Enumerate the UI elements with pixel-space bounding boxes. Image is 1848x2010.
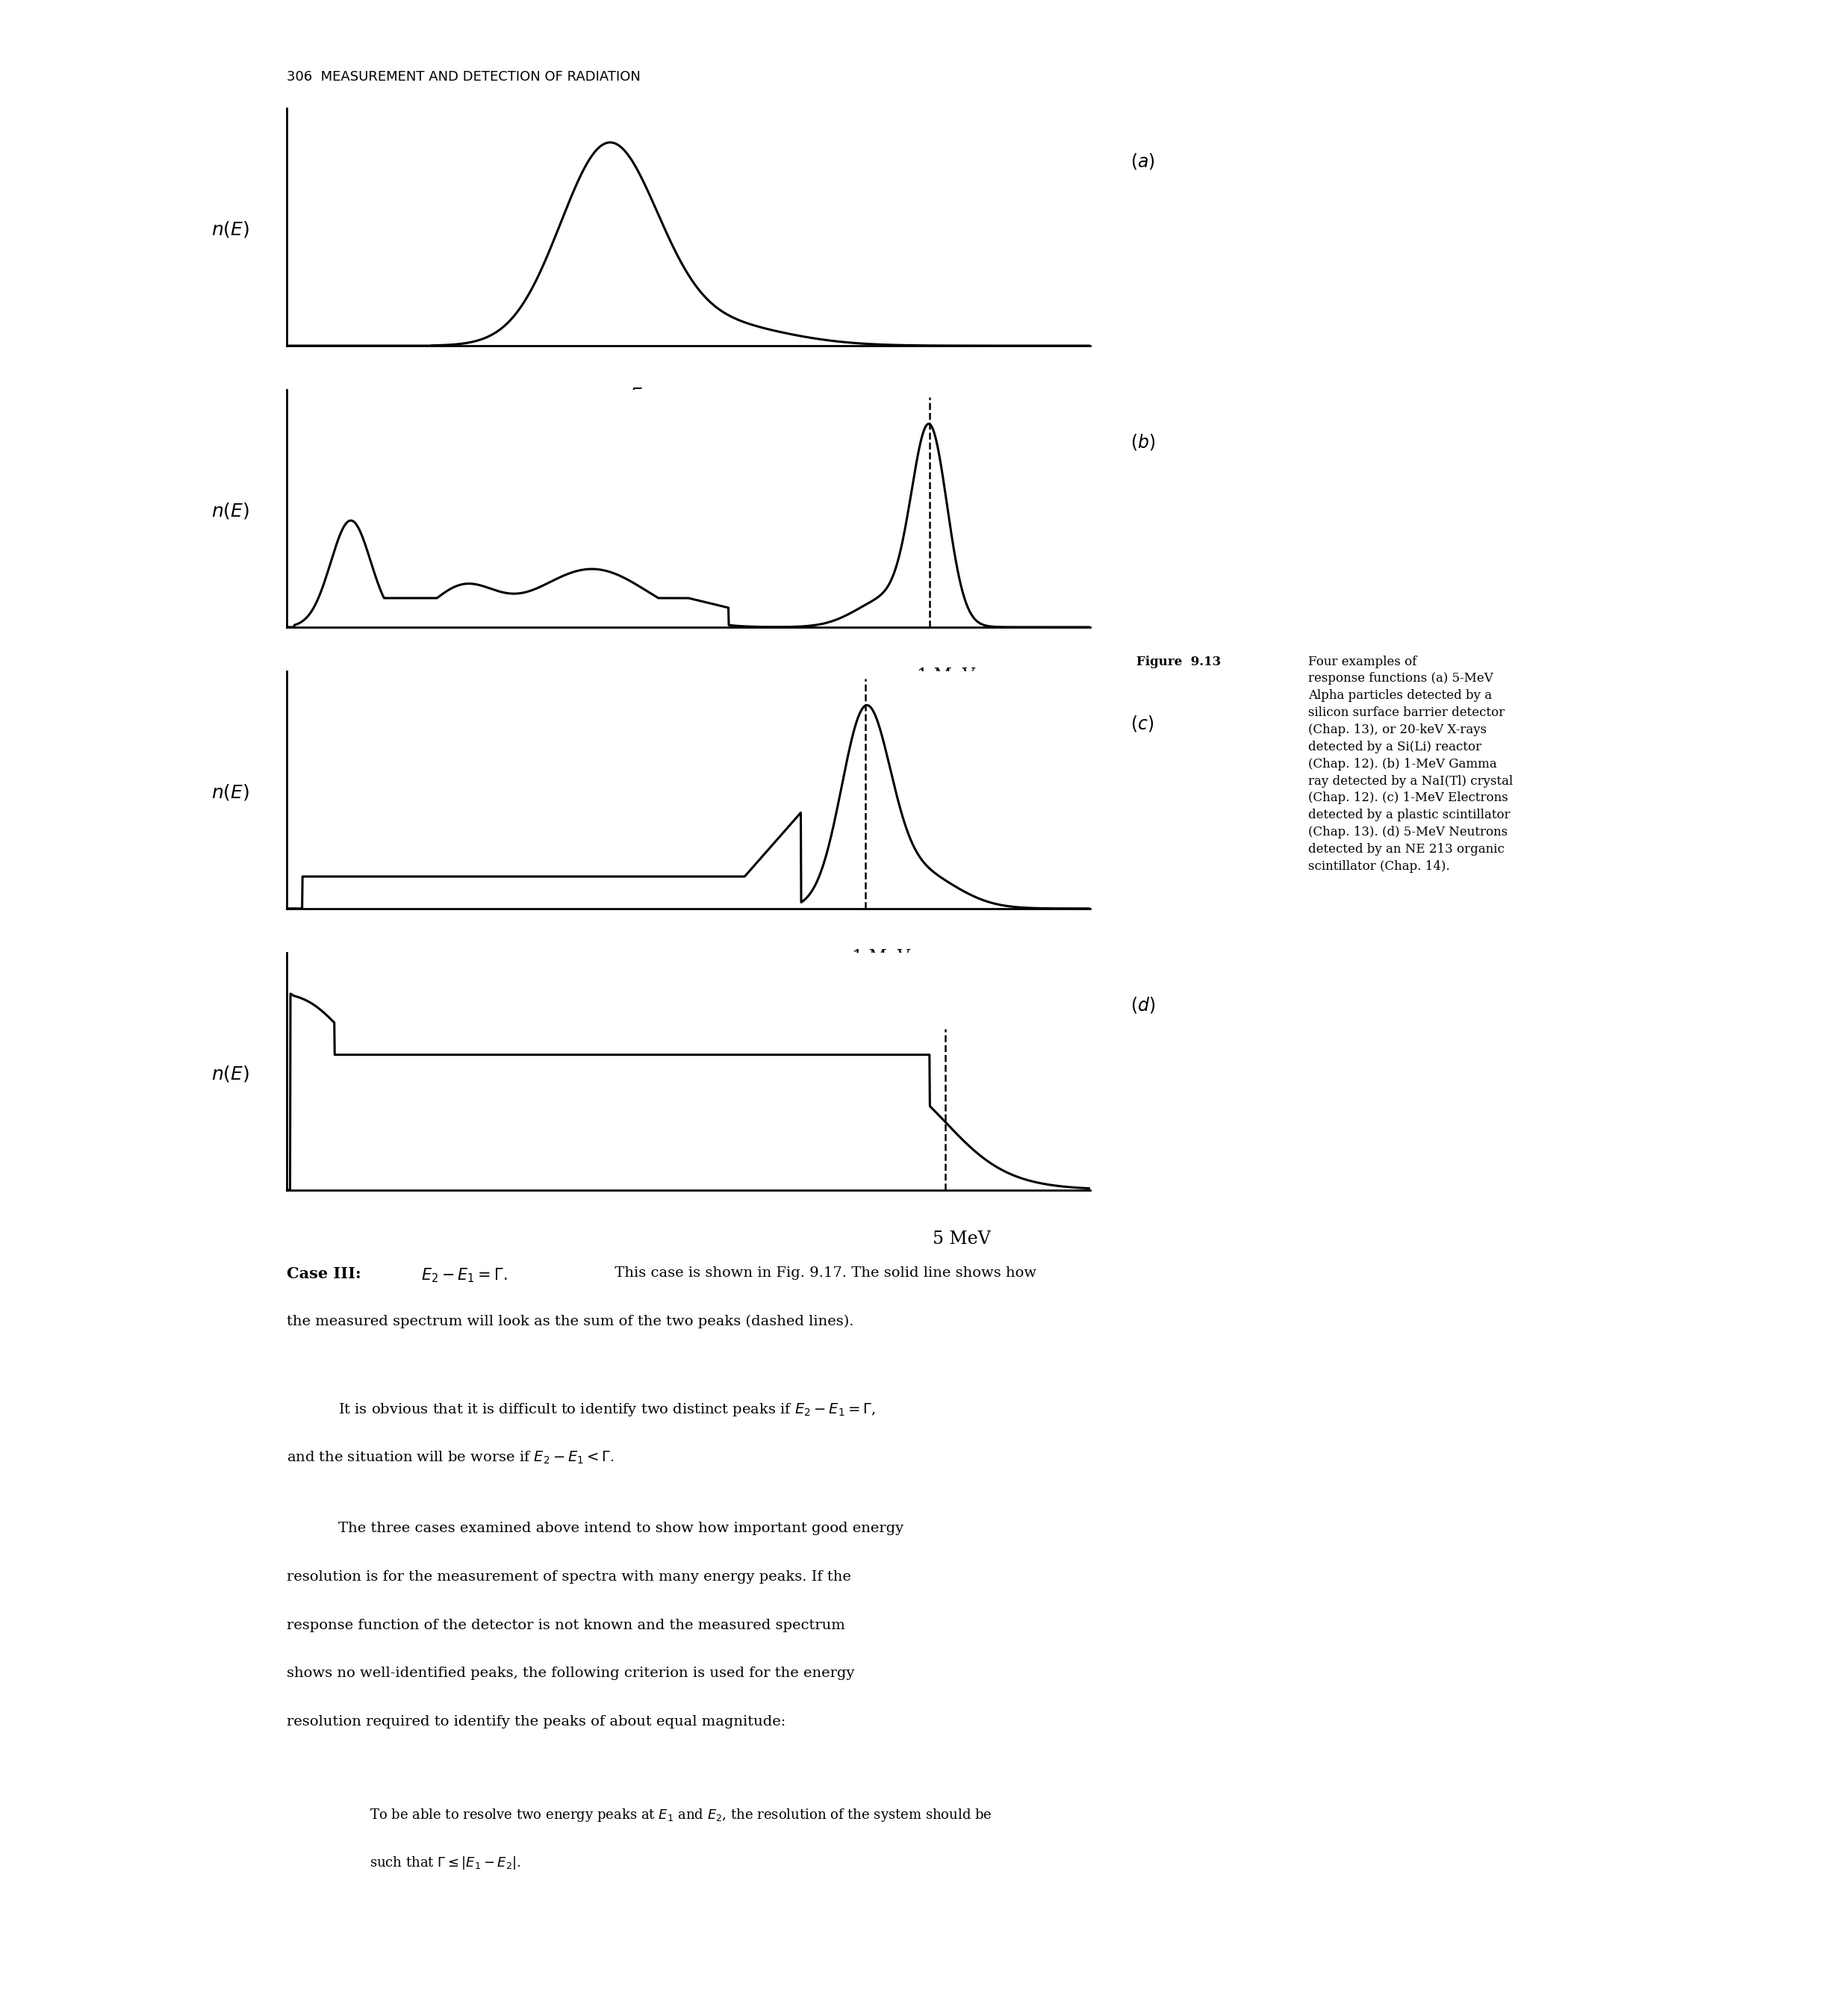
Text: This case is shown in Fig. 9.17. The solid line shows how: This case is shown in Fig. 9.17. The sol… bbox=[610, 1266, 1037, 1280]
Text: $E_2 - E_1 = \Gamma.$: $E_2 - E_1 = \Gamma.$ bbox=[421, 1266, 508, 1284]
Text: $(c)$: $(c)$ bbox=[1131, 714, 1153, 734]
Text: 306  MEASUREMENT AND DETECTION OF RADIATION: 306 MEASUREMENT AND DETECTION OF RADIATI… bbox=[286, 70, 639, 84]
Text: To be able to resolve two energy peaks at $E_1$ and $E_2$, the resolution of the: To be able to resolve two energy peaks a… bbox=[370, 1807, 992, 1823]
Text: $(d)$: $(d)$ bbox=[1131, 995, 1155, 1015]
Text: response function of the detector is not known and the measured spectrum: response function of the detector is not… bbox=[286, 1618, 845, 1632]
Y-axis label: $n(E)$: $n(E)$ bbox=[211, 1063, 249, 1083]
Text: $(b)$: $(b)$ bbox=[1131, 432, 1155, 452]
Text: Figure  9.13: Figure 9.13 bbox=[1137, 655, 1222, 667]
Y-axis label: $n(E)$: $n(E)$ bbox=[211, 219, 249, 239]
Text: $E_0$: $E_0$ bbox=[630, 386, 650, 406]
Text: resolution is for the measurement of spectra with many energy peaks. If the: resolution is for the measurement of spe… bbox=[286, 1570, 850, 1584]
Text: 1 MeV: 1 MeV bbox=[917, 667, 974, 685]
Text: such that $\Gamma \leq |E_1 - E_2|$.: such that $\Gamma \leq |E_1 - E_2|$. bbox=[370, 1855, 521, 1871]
Text: the measured spectrum will look as the sum of the two peaks (dashed lines).: the measured spectrum will look as the s… bbox=[286, 1315, 854, 1329]
Text: resolution required to identify the peaks of about equal magnitude:: resolution required to identify the peak… bbox=[286, 1715, 785, 1729]
Y-axis label: $n(E)$: $n(E)$ bbox=[211, 782, 249, 802]
Text: It is obvious that it is difficult to identify two distinct peaks if $E_2 - E_1 : It is obvious that it is difficult to id… bbox=[338, 1401, 876, 1417]
Text: shows no well-identified peaks, the following criterion is used for the energy: shows no well-identified peaks, the foll… bbox=[286, 1666, 854, 1680]
Text: Four examples of
response functions (a) 5-MeV
Alpha particles detected by a
sili: Four examples of response functions (a) … bbox=[1308, 655, 1514, 872]
Text: The three cases examined above intend to show how important good energy: The three cases examined above intend to… bbox=[338, 1522, 904, 1536]
Text: Case III:: Case III: bbox=[286, 1266, 366, 1280]
Text: $(a)$: $(a)$ bbox=[1131, 151, 1155, 171]
Text: and the situation will be worse if $E_2 - E_1 < \Gamma$.: and the situation will be worse if $E_2 … bbox=[286, 1449, 614, 1465]
Text: 5 MeV: 5 MeV bbox=[933, 1230, 991, 1248]
Y-axis label: $n(E)$: $n(E)$ bbox=[211, 500, 249, 521]
Text: 1 MeV: 1 MeV bbox=[852, 949, 911, 967]
